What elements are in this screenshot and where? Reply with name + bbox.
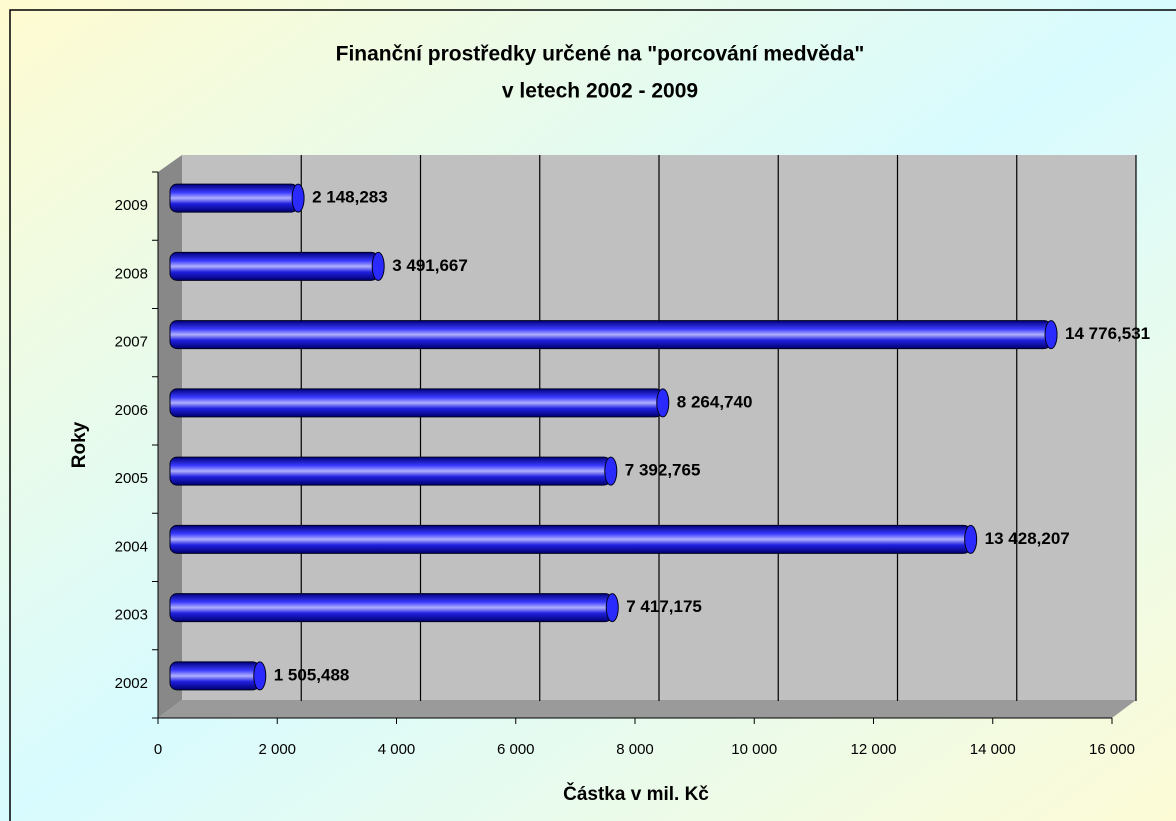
x-tick-label: 8 000 [616,741,654,758]
bar [169,456,612,486]
bar-end [605,593,619,623]
y-tick-label: 2004 [115,538,148,555]
x-tick-label: 4 000 [378,741,416,758]
y-tick-label: 2008 [115,265,148,282]
x-tick-label: 12 000 [851,741,897,758]
y-tick-label: 2002 [115,675,148,692]
x-tick-label: 14 000 [970,741,1016,758]
value-label: 14 776,531 [1065,324,1150,343]
chart-subtitle: v letech 2002 - 2009 [502,80,698,103]
bar [169,524,972,554]
bar [169,661,261,691]
y-axis-label: Roky [69,421,90,468]
value-label: 3 491,667 [392,256,468,275]
x-axis-label: Částka v mil. Kč [563,783,709,805]
x-tick-label: 10 000 [731,741,777,758]
value-label: 1 505,488 [274,665,350,684]
bar-end [964,524,978,554]
bar-end [253,661,267,691]
bar-end [1044,320,1058,350]
y-tick-label: 2003 [115,607,148,624]
bar [169,251,379,281]
bar-end [604,456,618,486]
x-tick-label: 2 000 [258,741,296,758]
value-label: 13 428,207 [985,529,1070,548]
bar [169,183,299,213]
value-label: 7 417,175 [626,597,702,616]
y-tick-label: 2009 [115,197,148,214]
bar-end [291,183,305,213]
chart-title: Finanční prostředky určené na "porcování… [336,43,865,66]
x-tick-label: 6 000 [497,741,535,758]
y-tick-label: 2007 [115,334,148,351]
y-tick-label: 2006 [115,402,148,419]
side-wall [158,155,182,718]
x-tick-label: 0 [154,741,162,758]
bar-end [371,251,385,281]
bar-end [656,388,670,418]
y-tick-label: 2005 [115,470,148,487]
chart-border [9,9,1176,821]
bar [169,593,613,623]
value-label: 8 264,740 [677,392,753,411]
x-tick-label: 16 000 [1089,741,1135,758]
bar [169,388,664,418]
value-label: 7 392,765 [625,461,701,480]
floor [158,700,1136,718]
bar [169,320,1052,350]
value-label: 2 148,283 [312,188,388,207]
